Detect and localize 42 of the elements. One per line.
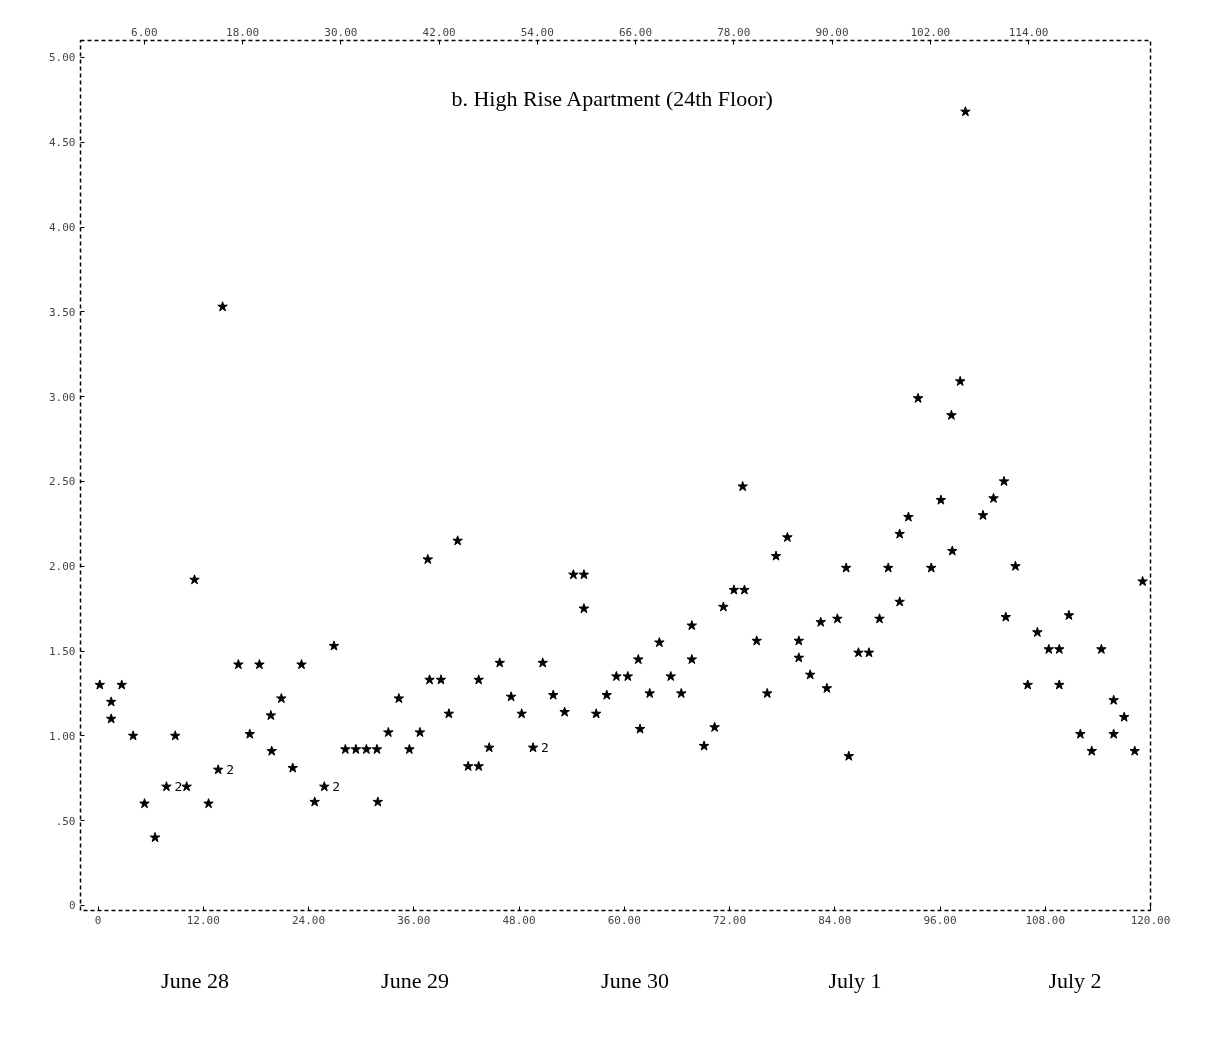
text: June 30: [600, 967, 670, 995]
x-tick-label: 60.00: [607, 913, 641, 927]
y-tick-label: 2.50: [49, 475, 76, 489]
y-tick-label: 0: [68, 899, 76, 913]
y-tick-label: 3.00: [49, 390, 76, 404]
y-tick-label: 1.50: [49, 645, 76, 659]
text: June 28: [160, 967, 230, 995]
x-tick-label: 0: [94, 913, 102, 927]
x-tick-label: 72.00: [712, 913, 747, 927]
y-tick-label: 3.50: [49, 305, 76, 319]
y-tick-label: .50: [55, 814, 76, 828]
x2-tick-label: 42.00: [422, 25, 456, 39]
annotation: 2: [332, 779, 341, 795]
x-tick-label: 84.00: [818, 913, 852, 927]
x-tick-label: 108.00: [1025, 913, 1066, 927]
x-tick-label: 36.00: [397, 913, 431, 927]
x2-tick-label: 114.00: [1008, 25, 1049, 39]
y-tick-label: 2.00: [49, 560, 76, 574]
x2-tick-label: 18.00: [226, 25, 260, 39]
x2-tick-label: 54.00: [520, 25, 554, 39]
text: July 2: [1047, 967, 1103, 995]
x2-tick-label: 66.00: [619, 25, 653, 39]
y-tick-label: 5.00: [49, 51, 76, 65]
x2-tick-label: 30.00: [324, 25, 358, 39]
text: June 29: [380, 967, 450, 995]
x-tick-label: 120.00: [1130, 913, 1171, 927]
text: July 1: [827, 967, 883, 995]
x2-tick-label: 102.00: [910, 25, 951, 39]
x-tick-label: 96.00: [923, 913, 957, 927]
x-tick-label: 24.00: [291, 913, 326, 927]
text: b. High Rise Apartment (24th Floor): [451, 85, 773, 111]
annotation: 2: [174, 779, 183, 795]
x-tick-label: 48.00: [502, 913, 536, 927]
x2-tick-label: 6.00: [131, 25, 158, 39]
y-tick-label: 4.00: [49, 221, 76, 235]
x2-tick-label: 90.00: [815, 25, 849, 39]
annotation: 2: [541, 740, 549, 756]
x2-tick-label: 78.00: [717, 25, 751, 39]
y-tick-label: 1.00: [49, 729, 76, 743]
annotation: 2: [226, 762, 235, 778]
x-tick-label: 12.00: [186, 913, 220, 927]
y-tick-label: 4.50: [49, 136, 76, 150]
